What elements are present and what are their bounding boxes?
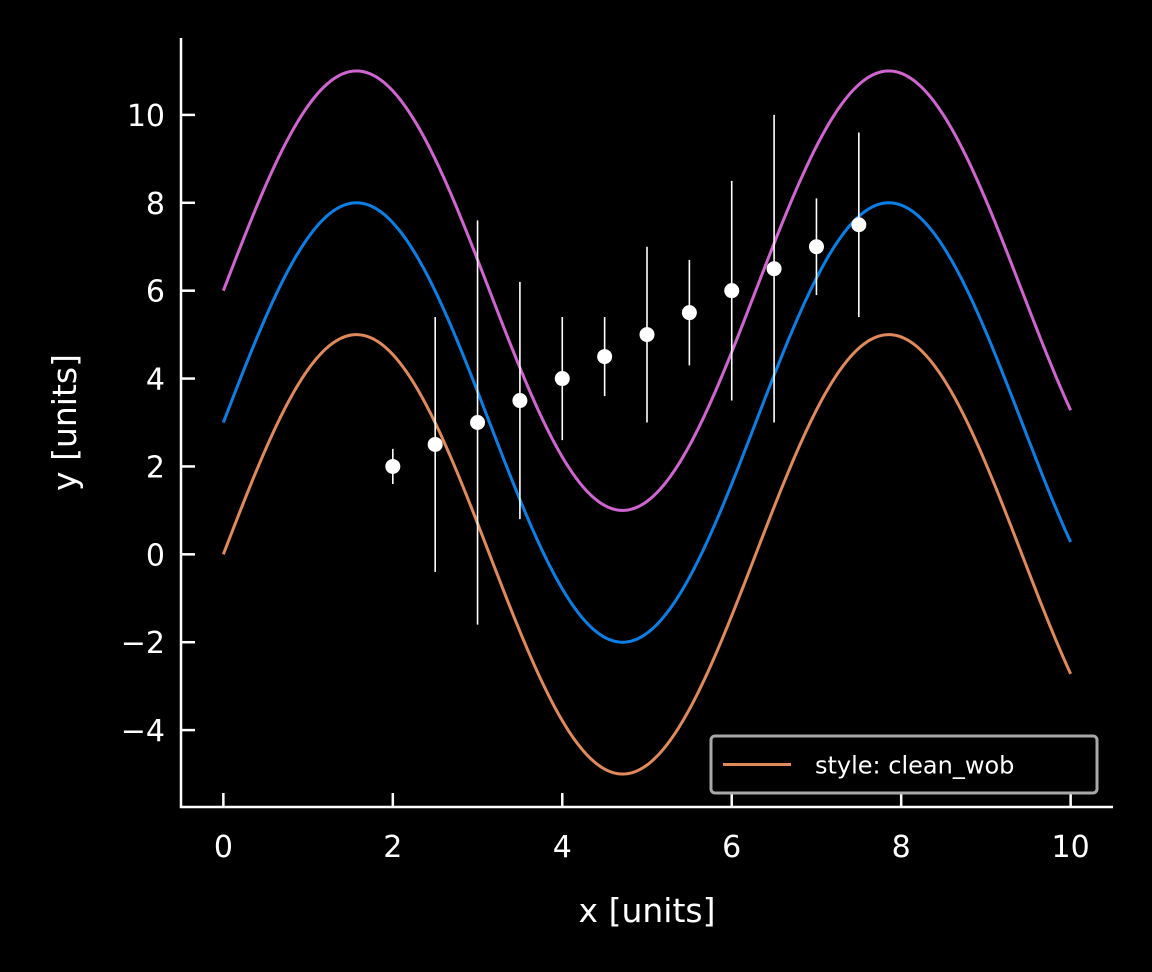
series-line-2: [221, 69, 1073, 512]
legend-label: style: clean_wob: [815, 752, 1014, 780]
y-tick-label-3: 2: [146, 450, 165, 485]
errorbar-layer: [385, 114, 867, 625]
y-tick-label-6: 8: [146, 187, 165, 222]
data-point-6: [639, 327, 655, 343]
data-point-10: [808, 239, 824, 255]
series-line-1: [221, 201, 1073, 644]
legend-box: [709, 734, 1099, 795]
x-tick-label-1: 2: [383, 830, 402, 865]
y-tick-label-2: 0: [146, 538, 165, 573]
data-point-9: [766, 261, 782, 277]
x-tick-label-4: 8: [892, 830, 911, 865]
data-point-8: [724, 283, 740, 299]
x-tick-label-0: 0: [214, 830, 233, 865]
series-layer: [221, 69, 1073, 776]
ticks-layer: 0 2 4 6 8 10 −4 −2 0 2 4 6 8 10: [121, 99, 1090, 865]
data-point-5: [597, 349, 613, 365]
data-point-0: [385, 458, 401, 474]
x-tick-label-5: 10: [1052, 830, 1090, 865]
y-tick-label-4: 4: [146, 363, 165, 398]
y-axis-label: y [units]: [45, 354, 84, 491]
data-point-11: [851, 217, 867, 233]
x-tick-label-3: 6: [722, 830, 741, 865]
data-point-3: [512, 393, 528, 409]
data-point-7: [681, 305, 697, 321]
data-point-4: [554, 371, 570, 387]
x-axis-label: x [units]: [579, 891, 716, 930]
data-point-2: [470, 415, 486, 430]
series-line-0: [221, 333, 1073, 776]
y-tick-label-0: −4: [121, 714, 165, 749]
data-point-1: [427, 436, 443, 452]
axes-layer: [179, 38, 1113, 809]
y-tick-label-7: 10: [127, 99, 165, 134]
y-tick-label-5: 6: [146, 275, 165, 310]
y-tick-label-1: −2: [121, 626, 165, 661]
legend: style: clean_wob: [709, 734, 1099, 795]
x-tick-label-2: 4: [553, 830, 572, 865]
